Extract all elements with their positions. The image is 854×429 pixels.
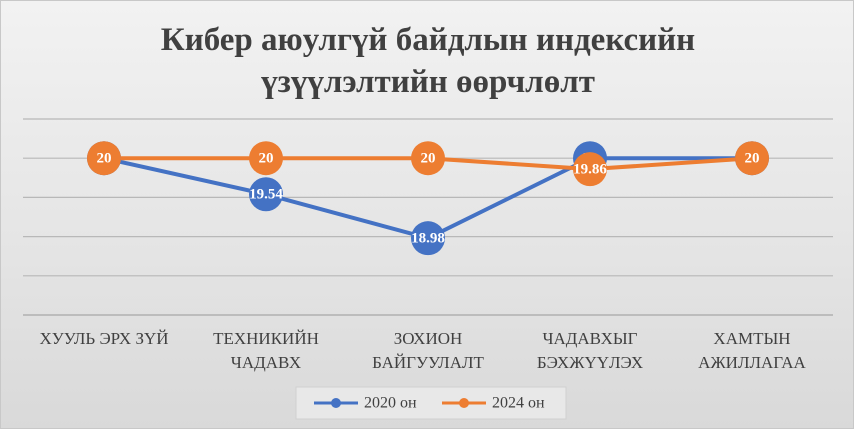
x-tick-label: ЧАДАВХЫГ БЭХЖҮҮЛЭХ — [536, 329, 644, 372]
data-label: 19.86 — [573, 162, 607, 178]
x-tick-label: ХАМТЫН АЖИЛЛАГАА — [698, 329, 806, 372]
legend-label: 2024 он — [492, 395, 545, 412]
data-label: 19.54 — [249, 187, 283, 203]
legend-marker — [331, 398, 341, 408]
marker — [249, 141, 283, 176]
data-label: 20 — [421, 151, 436, 167]
data-label: 20 — [259, 151, 274, 167]
marker — [735, 141, 769, 176]
data-label: 20 — [97, 151, 112, 167]
legend-label: 2020 он — [364, 395, 417, 412]
x-tick-label: ХУУЛЬ ЭРХ ЗҮЙ — [39, 329, 169, 348]
marker — [249, 177, 283, 212]
data-label: 20 — [745, 151, 760, 167]
marker — [411, 141, 445, 176]
chart-title: Кибер аюулгүй байдлын индексийн үзүүлэлт… — [160, 22, 696, 100]
marker — [87, 141, 121, 176]
legend-marker — [459, 398, 469, 408]
x-tick-label: ЗОХИОН БАЙГУУЛАЛТ — [372, 329, 484, 372]
x-tick-label: ТЕХНИКИЙН ЧАДАВХ — [213, 329, 319, 372]
data-label: 18.98 — [411, 231, 445, 247]
marker — [411, 221, 445, 256]
marker — [573, 152, 607, 187]
